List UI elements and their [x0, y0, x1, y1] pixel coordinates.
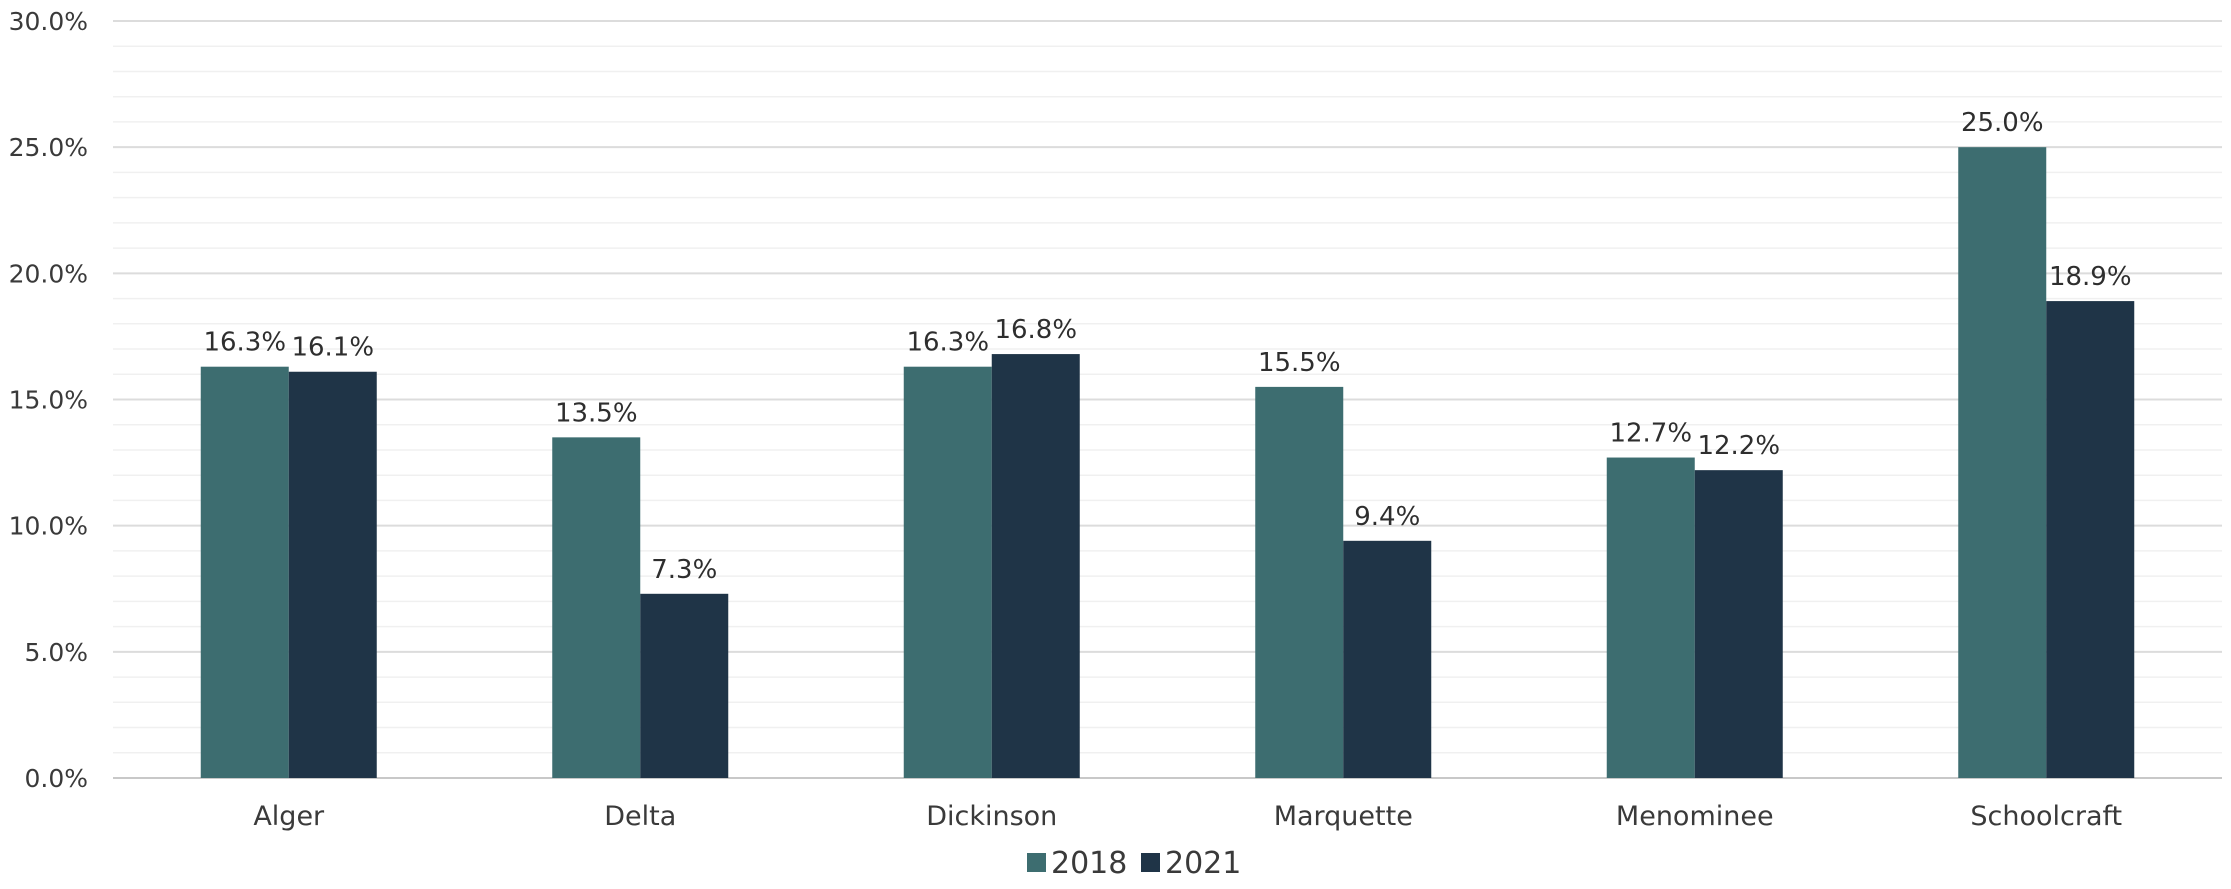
x-category-label: Marquette	[1274, 801, 1413, 832]
legend-label: 2018	[1051, 846, 1127, 881]
legend[interactable]: 2018 2021	[1027, 846, 1241, 881]
x-category-label: Schoolcraft	[1970, 801, 2122, 832]
bar-alger-2021	[288, 371, 377, 778]
data-labels: 16.3% 16.1%13.5%7.3%16.3% 16.8%15.5%9.4%12…	[203, 108, 2131, 585]
y-tick-label: 20.0%	[9, 259, 88, 288]
legend-item-2018[interactable]: 2018	[1027, 846, 1127, 881]
bar-marquette-2018	[1255, 386, 1344, 778]
bars	[200, 147, 2135, 778]
data-label: 12.7%	[1609, 419, 1692, 449]
data-label: 12.2%	[1697, 431, 1780, 461]
bar-dickinson-2018	[903, 366, 992, 778]
bar-marquette-2021	[1343, 540, 1432, 778]
y-tick-label: 10.0%	[9, 512, 88, 541]
legend-item-2021[interactable]: 2021	[1141, 846, 1241, 881]
x-category-label: Alger	[253, 801, 325, 832]
bar-alger-2018	[200, 366, 289, 778]
bar-dickinson-2021	[991, 354, 1080, 778]
x-axis-category-labels: Alger Delta Dickinson Marquette Menominee Sch…	[253, 801, 2122, 832]
y-tick-label: 5.0%	[24, 638, 88, 667]
data-label: 18.9%	[2049, 262, 2132, 292]
x-category-label: Delta	[604, 801, 676, 832]
bar-menominee-2021	[1694, 470, 1783, 778]
y-axis-tick-labels: 0.0% 5.0% 10.0% 15.0% 20.0% 25.0% 30.0%	[9, 7, 88, 793]
legend-label: 2021	[1165, 846, 1241, 881]
x-category-label: Dickinson	[926, 801, 1057, 832]
y-tick-label: 15.0%	[9, 386, 88, 415]
data-label: 7.3%	[651, 555, 717, 585]
gridlines	[113, 20, 2222, 779]
y-tick-label: 0.0%	[24, 764, 88, 793]
data-label: 13.5%	[555, 398, 638, 428]
y-tick-label: 25.0%	[9, 133, 88, 162]
legend-swatch	[1027, 853, 1046, 872]
data-label: 9.4%	[1354, 502, 1420, 532]
y-tick-label: 30.0%	[9, 7, 88, 36]
legend-swatch	[1141, 853, 1160, 872]
bar-delta-2021	[640, 593, 729, 778]
bar-delta-2018	[552, 437, 641, 778]
data-label: 16.8%	[994, 315, 1077, 345]
data-label: 16.3%	[203, 328, 286, 358]
data-label: 15.5%	[1258, 348, 1341, 378]
data-label: 25.0%	[1961, 108, 2044, 138]
data-label: 16.1%	[291, 333, 374, 363]
bar-menominee-2018	[1606, 457, 1695, 778]
bar-schoolcraft-2018	[1958, 147, 2047, 778]
bar-schoolcraft-2021	[2046, 301, 2135, 778]
x-category-label: Menominee	[1616, 801, 1774, 832]
data-label: 16.3%	[906, 328, 989, 358]
